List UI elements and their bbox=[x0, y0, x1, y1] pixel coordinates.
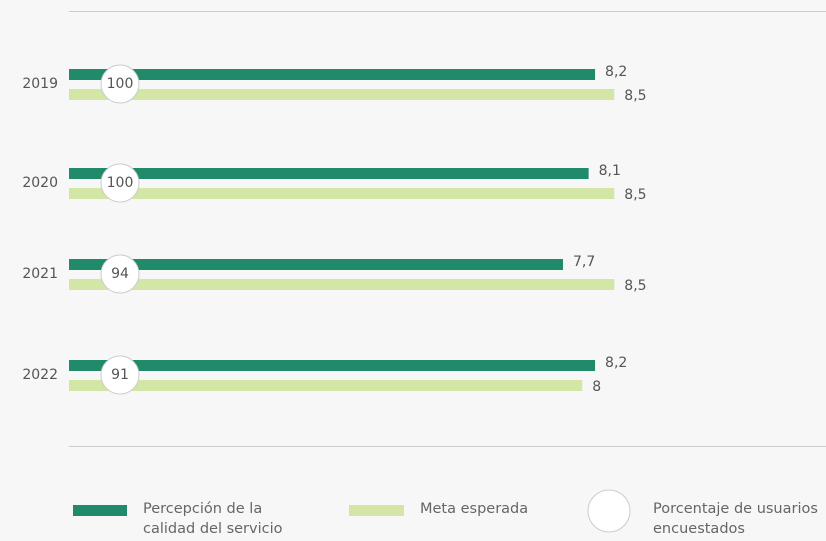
value-label: 8,1 bbox=[599, 163, 621, 179]
legend-swatch bbox=[349, 505, 404, 516]
value-label: 8,2 bbox=[605, 64, 627, 80]
bar bbox=[69, 259, 563, 270]
category-label: 2019 bbox=[22, 76, 58, 92]
bar bbox=[69, 360, 596, 371]
bar bbox=[69, 279, 615, 290]
value-label: 8,5 bbox=[624, 278, 646, 294]
survey-label: 91 bbox=[111, 367, 129, 383]
survey-label: 100 bbox=[107, 175, 134, 191]
legend-label: Percepción de la calidad del servicio bbox=[143, 501, 283, 537]
category-label: 2022 bbox=[22, 367, 58, 383]
category-label: 2020 bbox=[22, 175, 58, 191]
legend-label: Porcentaje de usuarios encuestados bbox=[653, 501, 818, 537]
category-label: 2021 bbox=[22, 266, 58, 282]
legend-label: Meta esperada bbox=[420, 501, 529, 517]
bar bbox=[69, 69, 596, 80]
value-label: 8,2 bbox=[605, 355, 627, 371]
survey-circle bbox=[100, 163, 140, 203]
survey-circle bbox=[100, 254, 140, 294]
value-label: 8 bbox=[592, 379, 601, 395]
legend-circle bbox=[587, 489, 631, 533]
bar bbox=[69, 188, 615, 199]
value-label: 8,5 bbox=[624, 88, 646, 104]
survey-label: 94 bbox=[111, 266, 129, 282]
value-label: 8,5 bbox=[624, 187, 646, 203]
survey-label: 100 bbox=[107, 76, 134, 92]
survey-circle bbox=[100, 355, 140, 395]
bar bbox=[69, 168, 589, 179]
bar bbox=[69, 89, 615, 100]
value-label: 7,7 bbox=[573, 254, 595, 270]
legend-swatch bbox=[73, 505, 127, 516]
bar bbox=[69, 380, 583, 391]
survey-circle bbox=[100, 64, 140, 104]
